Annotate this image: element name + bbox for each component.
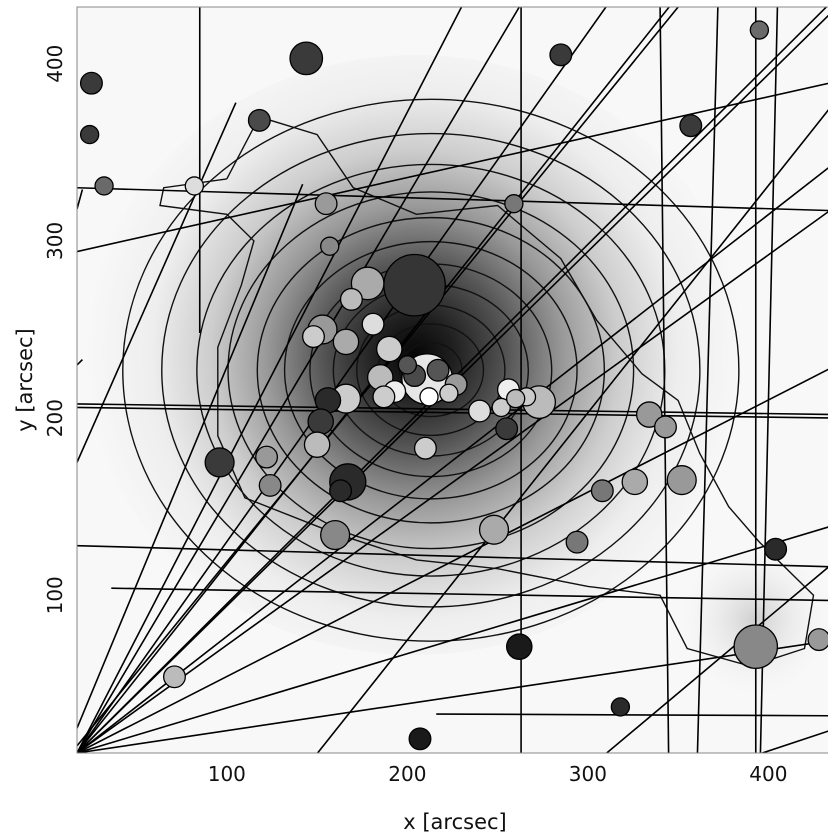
- line-segment: [77, 406, 828, 419]
- data-point: [255, 445, 279, 469]
- data-point: [383, 253, 446, 317]
- data-point: [361, 312, 385, 336]
- x-tick-group: 100 200 300 400: [208, 762, 788, 786]
- data-point: [79, 124, 100, 145]
- data-point: [372, 385, 396, 409]
- plot-frame: [76, 6, 828, 754]
- data-point: [807, 628, 828, 652]
- density-contour: [256, 216, 606, 524]
- y-tick-label: 400: [43, 45, 67, 83]
- data-point: [320, 519, 351, 551]
- data-point: [320, 236, 340, 256]
- data-point: [408, 727, 432, 751]
- data-point: [468, 399, 492, 423]
- y-tick-label: 200: [43, 399, 67, 437]
- data-point: [590, 479, 614, 503]
- line-segment: [77, 640, 828, 753]
- point-group: [79, 20, 828, 751]
- data-point: [654, 415, 677, 439]
- data-point: [314, 192, 338, 216]
- line-segment: [659, 7, 670, 753]
- data-point: [289, 41, 324, 76]
- data-point: [495, 417, 519, 441]
- line-segment: [436, 713, 828, 717]
- data-point: [565, 530, 589, 554]
- data-point: [610, 697, 631, 717]
- line-segment: [77, 544, 828, 568]
- line-segment: [77, 189, 84, 210]
- data-point: [307, 408, 334, 435]
- data-point: [478, 514, 510, 545]
- density-contour: [122, 98, 740, 642]
- data-point: [94, 176, 114, 196]
- x-tick-label: 300: [569, 762, 607, 786]
- line-segment: [759, 730, 828, 753]
- line-segment: [77, 368, 828, 753]
- data-point: [635, 401, 663, 428]
- data-point: [204, 447, 235, 478]
- line-segment: [77, 186, 828, 212]
- line-segment: [77, 7, 463, 753]
- x-tick-label: 200: [388, 762, 426, 786]
- density-core: [85, 55, 745, 655]
- line-segment: [77, 7, 520, 753]
- plot-area: [77, 7, 828, 753]
- data-point: [491, 397, 511, 418]
- data-point: [439, 383, 459, 403]
- line-segment: [77, 7, 607, 753]
- density-contour: [227, 191, 635, 550]
- line-segment: [605, 566, 828, 753]
- line-segment: [111, 587, 828, 602]
- x-axis-label: x [arcsec]: [403, 810, 506, 833]
- line-segment: [77, 102, 237, 463]
- data-point: [505, 388, 526, 409]
- data-point: [504, 194, 524, 214]
- data-point: [666, 465, 697, 496]
- data-point: [679, 114, 703, 138]
- line-segment-group: [77, 7, 828, 753]
- line-segment: [77, 82, 828, 253]
- secondary-density-blob: [675, 540, 828, 700]
- x-tick-label: 400: [749, 762, 787, 786]
- data-point: [621, 468, 649, 496]
- data-point: [184, 176, 205, 196]
- density-contour: [161, 132, 701, 608]
- line-segment: [77, 183, 304, 729]
- data-point: [549, 43, 573, 67]
- x-tick-label: 100: [208, 762, 246, 786]
- data-point: [303, 431, 331, 458]
- data-point: [505, 633, 533, 660]
- y-tick-group: 100 200 300 400: [43, 45, 67, 615]
- data-point: [247, 108, 271, 132]
- y-tick-label: 300: [43, 222, 67, 260]
- data-point: [329, 479, 353, 503]
- data-point: [419, 387, 439, 407]
- data-point: [163, 665, 186, 689]
- data-point: [426, 358, 450, 382]
- data-point: [733, 624, 779, 669]
- line-segment: [77, 359, 83, 366]
- data-point: [376, 335, 403, 363]
- y-tick-label: 100: [43, 576, 67, 614]
- line-segment: [316, 109, 828, 753]
- data-point: [339, 287, 363, 311]
- data-point: [79, 71, 103, 95]
- y-axis-label: y [arcsec]: [13, 328, 37, 431]
- line-segment: [696, 7, 719, 753]
- data-point: [397, 355, 418, 375]
- data-point: [332, 328, 360, 356]
- data-point: [764, 537, 788, 561]
- line-segment: [77, 403, 828, 416]
- data-point: [258, 473, 282, 497]
- data-point: [749, 20, 770, 40]
- data-point: [413, 436, 437, 460]
- line-segment: [77, 526, 828, 753]
- data-point: [302, 325, 325, 349]
